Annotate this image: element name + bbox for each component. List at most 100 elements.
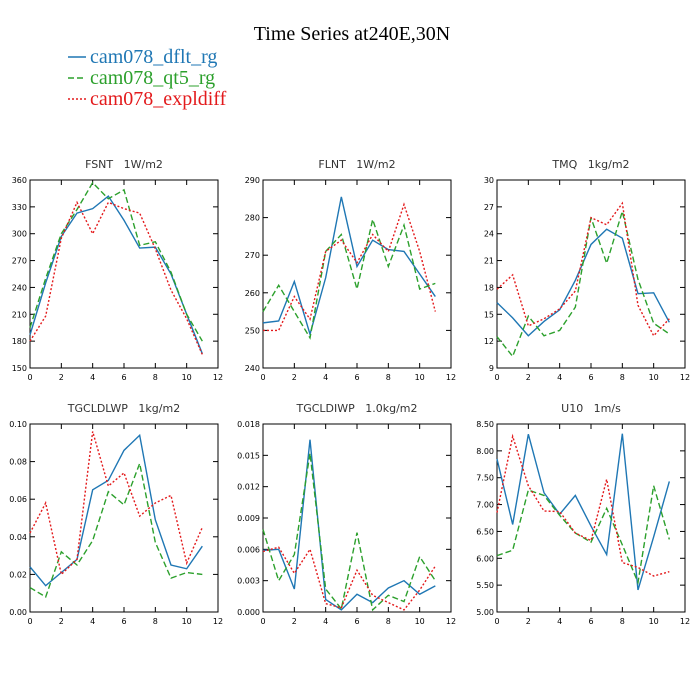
series-line: [263, 202, 437, 332]
y-tick-label: 360: [12, 176, 27, 185]
y-tick-label: 270: [245, 251, 260, 260]
y-tick-label: 7.50: [476, 474, 494, 483]
x-tick-label: 12: [446, 617, 456, 626]
y-tick-label: 5.50: [476, 581, 494, 590]
figure-title: Time Series at240E,30N: [254, 23, 450, 45]
series-line: [29, 181, 203, 342]
y-tick-label: 210: [12, 310, 27, 319]
series-line: [29, 200, 203, 355]
x-tick-label: 0: [27, 617, 32, 626]
y-tick-label: 0.08: [9, 458, 27, 467]
subplot-title: FLNT 1W/m2: [318, 158, 395, 171]
x-tick-label: 2: [526, 617, 531, 626]
plot-frame: [262, 423, 452, 613]
plot-frame: [29, 179, 219, 369]
plot-frame: [496, 179, 686, 369]
series-line: [29, 433, 203, 587]
y-tick-label: 150: [12, 364, 27, 373]
y-tick-label: 0.003: [237, 577, 260, 586]
y-tick-label: 0.10: [9, 420, 27, 429]
y-tick-label: 7.00: [476, 501, 494, 510]
x-tick-label: 10: [182, 373, 192, 382]
x-tick-label: 0: [27, 373, 32, 382]
series-line: [496, 433, 671, 591]
y-tick-label: 180: [12, 337, 27, 346]
x-tick-label: 6: [588, 373, 593, 382]
y-tick-label: 12: [484, 337, 494, 346]
x-tick-label: 4: [557, 373, 562, 382]
subplot-title: U10 1m/s: [561, 402, 621, 415]
y-tick-label: 0.06: [9, 495, 27, 504]
y-tick-label: 300: [12, 230, 27, 239]
y-tick-label: 27: [484, 203, 494, 212]
subplot: TGCLDIWP 1.0kg/m2 0 2 4 6 8 10 12 0.000 0.003 0.00…: [237, 402, 456, 626]
x-tick-label: 4: [557, 617, 562, 626]
y-tick-label: 30: [484, 176, 494, 185]
y-tick-label: 250: [245, 326, 260, 335]
subplot: FSNT 1W/m2 0 2 4 6 8 10 12 150 180 210 240 270 300 330…: [12, 158, 223, 382]
series-line: [496, 228, 670, 337]
x-tick-label: 12: [680, 373, 690, 382]
x-tick-label: 10: [649, 373, 659, 382]
x-tick-label: 10: [415, 373, 425, 382]
x-tick-label: 10: [182, 617, 192, 626]
x-tick-label: 2: [292, 617, 297, 626]
y-tick-label: 270: [12, 257, 27, 266]
x-tick-label: 4: [90, 617, 95, 626]
series-line: [262, 546, 436, 611]
y-tick-label: 8.00: [476, 447, 494, 456]
x-tick-label: 8: [153, 373, 158, 382]
series-line: [262, 196, 436, 337]
x-tick-label: 10: [649, 617, 659, 626]
x-tick-label: 8: [386, 373, 391, 382]
x-tick-label: 0: [260, 617, 265, 626]
y-tick-label: 0.006: [237, 545, 260, 554]
x-tick-label: 8: [153, 617, 158, 626]
y-tick-label: 240: [245, 364, 260, 373]
y-tick-label: 240: [12, 283, 27, 292]
y-tick-label: 0.000: [237, 608, 260, 617]
x-tick-label: 2: [59, 617, 64, 626]
series-line: [262, 216, 436, 340]
series-line: [29, 195, 203, 354]
x-tick-label: 0: [260, 373, 265, 382]
x-tick-label: 6: [121, 617, 126, 626]
x-tick-label: 6: [354, 617, 359, 626]
y-tick-label: 0.00: [9, 608, 27, 617]
y-tick-label: 260: [245, 289, 260, 298]
y-tick-label: 290: [245, 176, 260, 185]
series-line: [496, 433, 670, 577]
series-line: [262, 439, 436, 611]
y-tick-label: 5.00: [476, 608, 494, 617]
x-tick-label: 6: [121, 373, 126, 382]
series-line: [29, 431, 203, 576]
y-tick-label: 6.00: [476, 554, 494, 563]
x-tick-label: 8: [386, 617, 391, 626]
y-tick-label: 0.012: [237, 483, 260, 492]
plot-frame: [29, 423, 219, 613]
x-tick-label: 8: [620, 373, 625, 382]
y-tick-label: 0.02: [9, 570, 27, 579]
series-line: [496, 485, 671, 585]
subplot-title: FSNT 1W/m2: [85, 158, 163, 171]
x-tick-label: 12: [213, 617, 223, 626]
y-tick-label: 9: [489, 364, 494, 373]
series-line: [262, 453, 436, 612]
x-tick-label: 10: [415, 617, 425, 626]
x-tick-label: 12: [213, 373, 223, 382]
y-tick-label: 15: [484, 310, 494, 319]
x-tick-label: 8: [620, 617, 625, 626]
plot-frame: [262, 179, 452, 369]
y-tick-label: 280: [245, 214, 260, 223]
subplot-title: TGCLDIWP 1.0kg/m2: [295, 402, 417, 415]
subplot: U10 1m/s 0 2 4 6 8 10 12 5.00 5.50 6.00 6.50 7.00 7.5…: [476, 402, 690, 626]
y-tick-label: 6.50: [476, 527, 494, 536]
x-tick-label: 4: [323, 373, 328, 382]
legend-label: cam078_dflt_rg: [90, 46, 217, 68]
x-tick-label: 2: [526, 373, 531, 382]
legend-label: cam078_expldiff: [90, 88, 227, 110]
y-tick-label: 18: [484, 283, 494, 292]
series-line: [496, 201, 670, 337]
